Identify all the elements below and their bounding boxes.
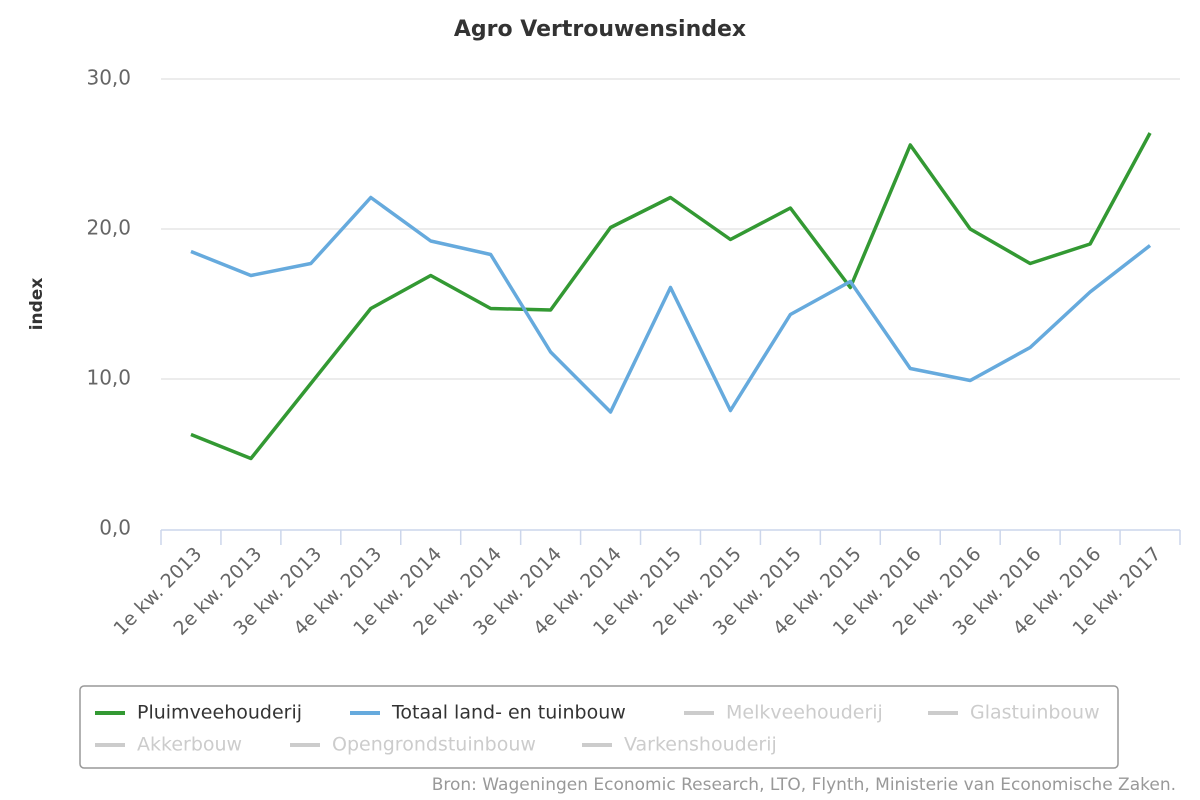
legend-label: Akkerbouw — [137, 734, 242, 756]
legend-label: Melkveehouderij — [726, 702, 883, 724]
series-line — [190, 132, 1152, 461]
y-tick-label: 0,0 — [99, 516, 131, 540]
legend-label: Varkenshouderij — [624, 734, 777, 756]
y-axis-title: index — [27, 278, 47, 331]
series-line — [190, 195, 1152, 414]
legend-label: Opengrondstuinbouw — [332, 734, 536, 756]
source-credit: Bron: Wageningen Economic Research, LTO,… — [432, 775, 1176, 795]
legend-label: Glastuinbouw — [970, 702, 1100, 724]
y-tick-label: 20,0 — [86, 216, 131, 240]
legend-box — [79, 685, 1119, 769]
y-tick-label: 30,0 — [86, 66, 131, 90]
y-tick-label: 10,0 — [86, 366, 131, 390]
legend-label: Totaal land- en tuinbouw — [391, 702, 626, 724]
legend-label: Pluimveehouderij — [137, 702, 302, 724]
chart-title: Agro Vertrouwensindex — [454, 17, 746, 42]
